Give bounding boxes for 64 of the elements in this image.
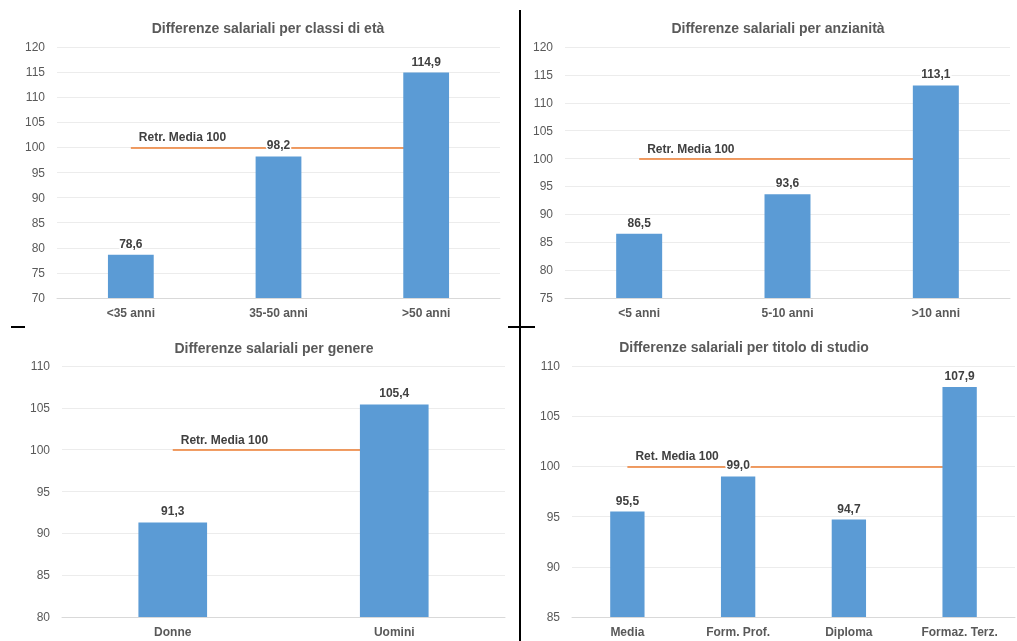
y-tick-label: 115	[533, 67, 554, 82]
ref-line-label: Retr. Media 100	[138, 130, 227, 145]
y-tick-label: 110	[540, 359, 561, 373]
data-label: 113,1	[921, 67, 951, 82]
y-tick-label: 70	[31, 291, 46, 305]
ref-line-label: Retr. Media 100	[180, 432, 269, 447]
x-tick-label: Uomini	[373, 625, 415, 639]
data-label: 105,4	[379, 386, 410, 401]
y-tick-label: 105	[539, 409, 561, 424]
x-tick-label: Form. Prof.	[706, 625, 771, 639]
chart-title: Differenze salariali per titolo di studio	[619, 339, 869, 355]
y-tick-label: 120	[532, 40, 554, 54]
ref-line-label: Retr. Media 100	[647, 141, 735, 156]
data-label: 86,5	[627, 215, 652, 230]
y-tick-label: 105	[29, 400, 51, 415]
data-label: 95,5	[615, 493, 640, 508]
y-tick-label: 85	[36, 568, 51, 583]
x-tick-label: Diploma	[825, 625, 873, 639]
y-tick-label: 80	[36, 610, 51, 624]
data-label: 114,9	[411, 54, 442, 69]
y-tick-label: 90	[36, 526, 51, 541]
x-tick-label: Donne	[154, 625, 192, 639]
ref-line-label: Ret. Media 100	[635, 449, 720, 464]
y-tick-label: 85	[539, 235, 554, 250]
x-tick-label: 5-10 anni	[761, 306, 814, 320]
x-tick-label: >10 anni	[911, 306, 961, 320]
chart-title: Differenze salariali per anzianità	[671, 20, 885, 36]
y-tick-label: 100	[539, 459, 561, 474]
y-tick-label: 85	[31, 215, 46, 230]
x-tick-label: <35 anni	[106, 306, 156, 320]
y-tick-label: 115	[25, 65, 46, 80]
y-tick-label: 100	[24, 140, 46, 155]
y-tick-label: 75	[539, 291, 554, 305]
y-tick-label: 100	[29, 442, 51, 457]
y-tick-label: 95	[539, 179, 554, 194]
y-tick-label: 110	[25, 90, 46, 105]
y-tick-label: 80	[539, 263, 554, 278]
x-tick-label: 35-50 anni	[249, 306, 308, 320]
x-tick-label: >50 anni	[401, 306, 451, 320]
y-tick-label: 105	[24, 115, 46, 130]
y-tick-label: 95	[36, 484, 51, 499]
y-tick-label: 95	[546, 509, 561, 524]
y-tick-label: 95	[31, 165, 46, 180]
y-tick-label: 85	[546, 610, 561, 624]
chart-title: Differenze salariali per classi di età	[151, 20, 385, 36]
data-label: 107,9	[944, 369, 975, 384]
y-tick-label: 110	[533, 95, 554, 110]
y-tick-label: 100	[532, 151, 554, 166]
data-label: 93,6	[775, 176, 800, 191]
x-tick-label: Media	[610, 625, 645, 639]
y-tick-label: 75	[31, 265, 46, 280]
y-tick-label: 105	[532, 123, 554, 138]
y-tick-label: 90	[539, 207, 554, 222]
data-label: 91,3	[161, 504, 185, 519]
data-label: 94,7	[837, 501, 861, 516]
y-tick-label: 90	[31, 190, 46, 205]
y-tick-label: 90	[546, 559, 561, 574]
data-label: 78,6	[119, 236, 143, 251]
x-tick-label: Formaz. Terz.	[921, 625, 998, 639]
y-tick-label: 80	[31, 240, 46, 255]
y-tick-label: 110	[30, 359, 51, 373]
x-tick-label: <5 anni	[618, 306, 661, 320]
chart-title: Differenze salariali per genere	[174, 340, 374, 356]
y-tick-label: 120	[24, 40, 46, 54]
